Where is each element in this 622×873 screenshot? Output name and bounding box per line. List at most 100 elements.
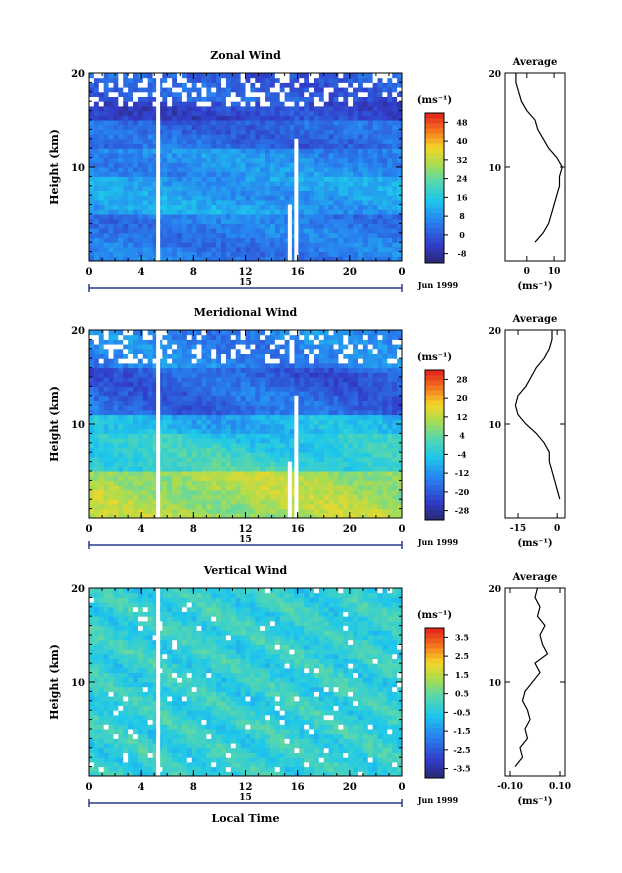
colorbar-segment	[425, 183, 444, 189]
colorbar-segment	[425, 405, 444, 411]
profile-title: Average	[512, 572, 558, 583]
x-tick-label: 20	[343, 524, 357, 535]
colorbar-segment	[425, 663, 444, 669]
colorbar-segment	[425, 173, 444, 179]
colorbar-segment	[425, 723, 444, 729]
colorbar-segment	[425, 658, 444, 664]
colorbar-segment	[425, 253, 444, 259]
x-tick-label: 0	[86, 782, 93, 793]
x-tick-label: 0	[399, 267, 406, 278]
panel-title: Zonal Wind	[210, 49, 281, 62]
colorbar-segment	[425, 435, 444, 441]
profile-y-tick-label: 10	[488, 421, 501, 431]
colorbar-tick-label: 2.5	[455, 651, 469, 661]
colorbar-segment	[425, 768, 444, 774]
profile-y-tick-label: 20	[488, 327, 501, 337]
colorbar-segment	[425, 773, 444, 779]
profile-y-tick-label: 20	[488, 70, 501, 80]
colorbar-segment	[425, 470, 444, 476]
colorbar-tick-label: -2.5	[453, 745, 470, 755]
colorbar-segment	[425, 178, 444, 184]
colorbar-segment	[425, 455, 444, 461]
colorbar-segment	[425, 203, 444, 209]
colorbar-segment	[425, 208, 444, 214]
colorbar-tick-label: -12	[455, 468, 469, 478]
x-tick-label: 4	[138, 524, 145, 535]
colorbar-segment	[425, 753, 444, 759]
colorbar-segment	[425, 758, 444, 764]
colorbar-tick-label: 8	[459, 211, 465, 221]
colorbar-segment	[425, 138, 444, 144]
colorbar-segment	[425, 380, 444, 386]
colorbar-segment	[425, 683, 444, 689]
x-tick-label: 0	[86, 524, 93, 535]
colorbar-segment	[425, 425, 444, 431]
profile-title: Average	[512, 314, 558, 325]
profile-x-tick-label: 0.10	[549, 782, 571, 792]
profile-frame	[504, 72, 566, 262]
colorbar-segment	[425, 718, 444, 724]
date-marker: 15	[239, 535, 252, 545]
colorbar-segment	[425, 258, 444, 264]
colorbar-segment	[425, 375, 444, 381]
wind-panel-3: Vertical Wind 10 20 Height (km) 0 4 8 12 16 20 0 15…	[48, 564, 571, 825]
profile-x-tick-label: -15	[510, 524, 526, 534]
colorbar-segment	[425, 450, 444, 456]
data-gap	[156, 73, 161, 261]
data-gap	[156, 588, 161, 776]
heatmap-cells	[89, 588, 403, 777]
profile-x-tick-label: 0	[524, 267, 530, 277]
x-tick-label: 0	[399, 524, 406, 535]
colorbar-segment	[425, 703, 444, 709]
colorbar-segment	[425, 415, 444, 421]
colorbar-segment	[425, 708, 444, 714]
colorbar-frame	[424, 627, 445, 779]
y-axis-label: Height (km)	[48, 644, 61, 720]
colorbar-segment	[425, 168, 444, 174]
colorbar-segment	[425, 410, 444, 416]
colorbar-segment	[425, 123, 444, 129]
y-tick-label: 10	[71, 420, 85, 431]
colorbar-segment	[425, 113, 444, 119]
colorbar-segment	[425, 158, 444, 164]
colorbar-tick-label: 1.5	[455, 670, 469, 680]
colorbar-segment	[425, 238, 444, 244]
colorbar-segment	[425, 430, 444, 436]
profile-x-label: (ms⁻¹)	[517, 281, 552, 292]
colorbar-segment	[425, 460, 444, 466]
y-tick-label: 10	[71, 163, 85, 174]
colorbar-segment	[425, 390, 444, 396]
heatmap-cells	[89, 330, 403, 519]
x-tick-label: 16	[291, 524, 305, 535]
colorbar-segment	[425, 400, 444, 406]
colorbar-segment	[425, 738, 444, 744]
colorbar-segment	[425, 445, 444, 451]
colorbar-segment	[425, 228, 444, 234]
colorbar-segment	[425, 198, 444, 204]
colorbar-segment	[425, 475, 444, 481]
colorbar-segment	[425, 465, 444, 471]
colorbar-segment	[425, 688, 444, 694]
profile-line	[515, 73, 563, 243]
colorbar-segment	[425, 188, 444, 194]
colorbar-segment	[425, 510, 444, 516]
colorbar-segment	[425, 153, 444, 159]
colorbar-unit-label: (ms⁻¹)	[417, 95, 452, 106]
colorbar-tick-label: 48	[456, 117, 468, 127]
colorbar-segment	[425, 163, 444, 169]
colorbar-segment	[425, 653, 444, 659]
colorbar-tick-label: 16	[456, 192, 468, 202]
x-tick-label: 8	[190, 782, 197, 793]
x-tick-label: 12	[239, 782, 253, 793]
colorbar-tick-label: 0	[459, 230, 465, 240]
colorbar-segment	[425, 118, 444, 124]
y-tick-label: 20	[71, 326, 85, 337]
profile-frame	[504, 329, 566, 519]
colorbar-segment	[425, 748, 444, 754]
colorbar-segment	[425, 143, 444, 149]
colorbar-tick-label: -1.5	[453, 726, 470, 736]
colorbar-segment	[425, 385, 444, 391]
colorbar-tick-label: 40	[456, 136, 468, 146]
panel-title: Meridional Wind	[194, 306, 298, 319]
